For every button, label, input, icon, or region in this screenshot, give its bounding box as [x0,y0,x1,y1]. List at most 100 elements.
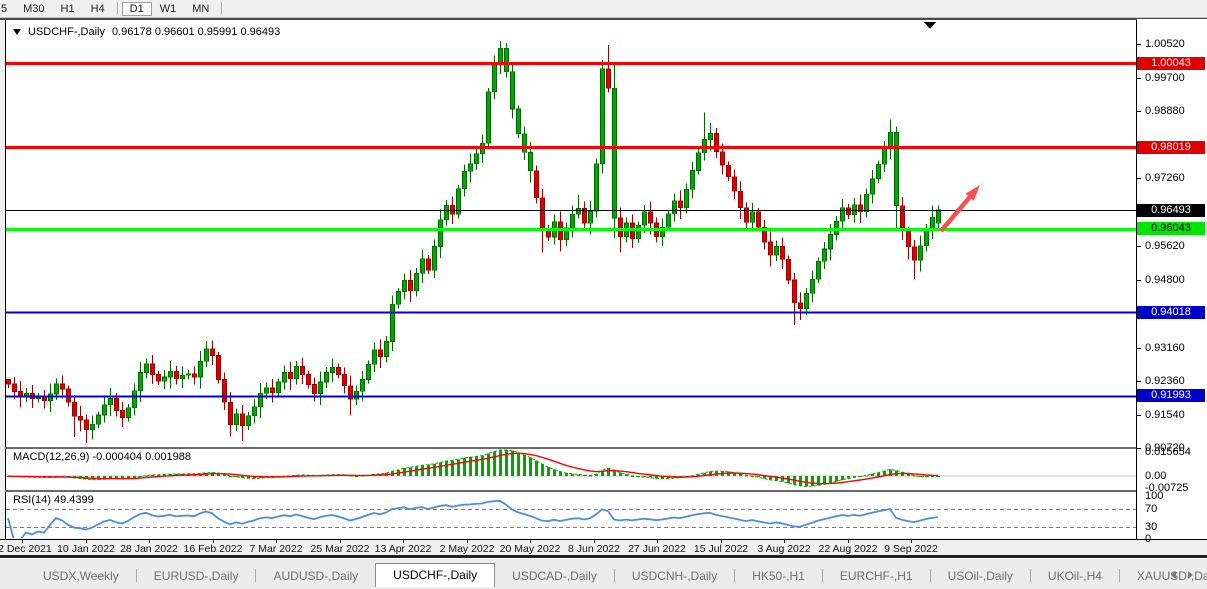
tab-usdcnh-daily[interactable]: USDCNH-,Daily [631,569,718,583]
macd-histogram-bar [529,457,532,477]
date-label: 2 May 2022 [439,543,495,555]
timeframe-button-H1[interactable]: H1 [60,2,75,15]
candle-body [768,241,773,256]
candle-body [708,133,713,140]
trend-arrow[interactable] [939,185,980,233]
candle-body [354,390,359,400]
price-axis[interactable]: 1.00520 0.99700 0.98880 0.97260 0.95620 0.948… [1137,19,1207,545]
candle-body [216,355,221,380]
tab-eurchf-h1[interactable]: EURCHF-,H1 [839,569,913,583]
chart-shift-marker-icon[interactable] [924,22,936,29]
candle-body [492,62,497,92]
timeframe-button-MN[interactable]: MN [192,2,210,15]
candle-body [210,348,215,356]
price-badge-1.00043: 1.00043 [1137,56,1205,70]
macd-histogram-bar [643,476,646,478]
macd-histogram-bar [649,476,652,478]
date-axis[interactable]: 22 Dec 2021 10 Jan 2022 28 Jan 2022 16 Feb … [0,540,1207,555]
candle-body [54,383,59,395]
candle-body [474,153,479,165]
macd-histogram-bar [655,476,658,479]
date-tick-mark [403,540,404,543]
macd-histogram-bar [889,469,892,477]
timeframe-button-M30[interactable]: M30 [23,2,45,15]
date-label: 25 Mar 2022 [310,543,370,555]
candle-body [792,279,797,303]
macd-canvas[interactable] [6,449,1136,490]
macd-histogram-bar [913,475,916,477]
macd-values: -0.000404 0.001988 [92,451,191,463]
candle-body [414,273,419,292]
macd-histogram-bar [151,474,154,477]
timeframe-button-5[interactable]: 5 [1,2,8,15]
candle-body [468,163,473,172]
candle-body [762,226,767,243]
macd-histogram-bar [553,469,556,477]
candle-body [756,211,761,228]
candle-body [876,164,881,180]
candle-body [162,376,167,382]
tab-xauusd-daily[interactable]: XAUUSD-,Daily [1136,569,1207,583]
candle-body [504,47,509,73]
tab-usdcad-daily[interactable]: USDCAD-,Daily [512,569,597,583]
panel-splitter-rsi[interactable] [5,490,1136,492]
date-label: 9 Sep 2022 [884,543,938,555]
timeframe-button-W1[interactable]: W1 [159,2,177,15]
tab-scroll-left-icon[interactable] [1171,571,1176,579]
tab-ukoil-h4[interactable]: UKOil-,H4 [1047,569,1102,583]
chart-window-top-border [0,18,1207,20]
candle-body [348,385,353,400]
price-tick-mark [1137,111,1141,113]
tab-audusd-daily[interactable]: AUDUSD-,Daily [273,569,359,583]
candle-body [750,211,755,223]
timeframe-button-D1[interactable]: D1 [121,1,152,16]
tab-scroll-right-icon[interactable] [1188,571,1193,579]
price-tick-mark [1137,380,1141,382]
candle-body [714,133,719,153]
macd-histogram-bar [589,475,592,477]
candle-body [108,398,113,405]
tab-usdx-weekly[interactable]: USDX,Weekly [43,569,119,583]
macd-histogram-bar [907,473,910,477]
tab-separator [1029,568,1031,582]
candle-body [90,423,95,431]
tab-usoil-daily[interactable]: USOil-,Daily [947,569,1013,583]
toolbar-separator [116,2,118,15]
main-chart-canvas[interactable] [6,20,1136,447]
tab-usdchf-daily[interactable]: USDCHF-,Daily [375,563,496,587]
candle-body [486,91,491,144]
tab-eurusd-daily[interactable]: EURUSD-,Daily [153,569,239,583]
macd-histogram-bar [613,470,616,477]
macd-axis-label: 0.00 [1145,470,1167,483]
candle-body [618,217,623,237]
macd-histogram-bar [937,476,940,478]
candle-body [390,304,395,342]
macd-histogram-bar [865,475,868,477]
candle-body [60,383,65,390]
rsi-name: RSI(14) [13,494,51,506]
date-tick-mark [213,540,214,543]
macd-histogram-bar [847,476,850,479]
candle-body [600,68,605,165]
symbol-dropdown-icon[interactable] [13,29,21,35]
tab-separator [255,568,257,582]
rsi-panel[interactable] [6,492,1136,538]
candle-body [246,415,251,427]
tab-hk50-h1[interactable]: HK50-,H1 [752,569,805,583]
rsi-canvas[interactable] [6,492,1136,538]
macd-histogram-bar [445,461,448,477]
macd-histogram-bar [109,476,112,479]
timeframe-button-H4[interactable]: H4 [90,2,105,15]
macd-histogram-bar [607,468,610,477]
main-chart-panel[interactable] [6,20,1136,447]
candle-body [510,71,515,110]
candle-body [138,372,143,391]
macd-histogram-bar [841,476,844,480]
panel-splitter-macd[interactable] [5,447,1136,449]
macd-histogram-bar [499,450,502,477]
candle-body [882,147,887,165]
macd-panel[interactable] [6,449,1136,490]
rsi-line [7,499,939,538]
macd-histogram-bar [823,476,826,485]
candle-body [156,374,161,382]
